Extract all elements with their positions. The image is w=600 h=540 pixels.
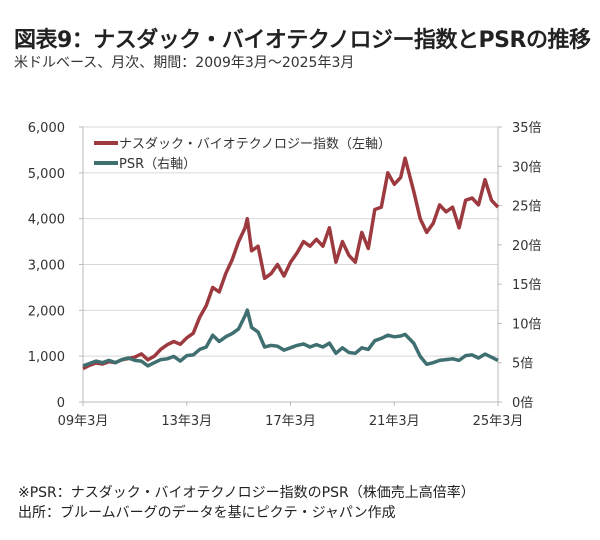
chart-subtitle: 米ドルベース、月次、期間：2009年3月～2025年3月: [14, 55, 355, 71]
right-tick-label: 35倍: [512, 121, 542, 136]
right-tick-label: 15倍: [512, 278, 542, 293]
left-tick-label: 0: [57, 396, 65, 411]
footnote-psr: ※PSR：ナスダック・バイオテクノロジー指数のPSR（株価売上高倍率）: [18, 485, 475, 501]
left-tick-label: 1,000: [28, 350, 65, 365]
right-tick-label: 25倍: [512, 200, 542, 215]
series-line-index: [82, 156, 500, 371]
right-tick-label: 0倍: [512, 396, 533, 411]
series-line-psr: [82, 308, 499, 368]
left-tick-label: 5,000: [28, 167, 65, 182]
left-tick-label: 3,000: [28, 259, 65, 274]
x-tick-label: 17年3月: [265, 414, 316, 429]
x-tick-label: 25年3月: [473, 414, 524, 429]
x-tick-label: 21年3月: [369, 414, 420, 429]
left-tick-label: 6,000: [28, 121, 65, 136]
right-tick-label: 10倍: [512, 317, 542, 332]
right-tick-label: 20倍: [512, 239, 542, 254]
legend-label: ナスダック・バイオテクノロジー指数（左軸）: [119, 137, 391, 152]
x-tick-label: 09年3月: [58, 414, 109, 429]
right-tick-label: 5倍: [512, 357, 533, 372]
left-tick-label: 2,000: [28, 304, 65, 319]
chart-title: 図表9：ナスダック・バイオテクノロジー指数とPSRの推移: [14, 28, 591, 53]
x-tick-label: 13年3月: [161, 414, 212, 429]
legend-label: PSR（右軸）: [119, 157, 196, 172]
footnote-source: 出所：ブルームバーグのデータを基にピクテ・ジャパン作成: [18, 505, 396, 521]
right-tick-label: 30倍: [512, 160, 542, 175]
left-tick-label: 4,000: [28, 213, 65, 228]
